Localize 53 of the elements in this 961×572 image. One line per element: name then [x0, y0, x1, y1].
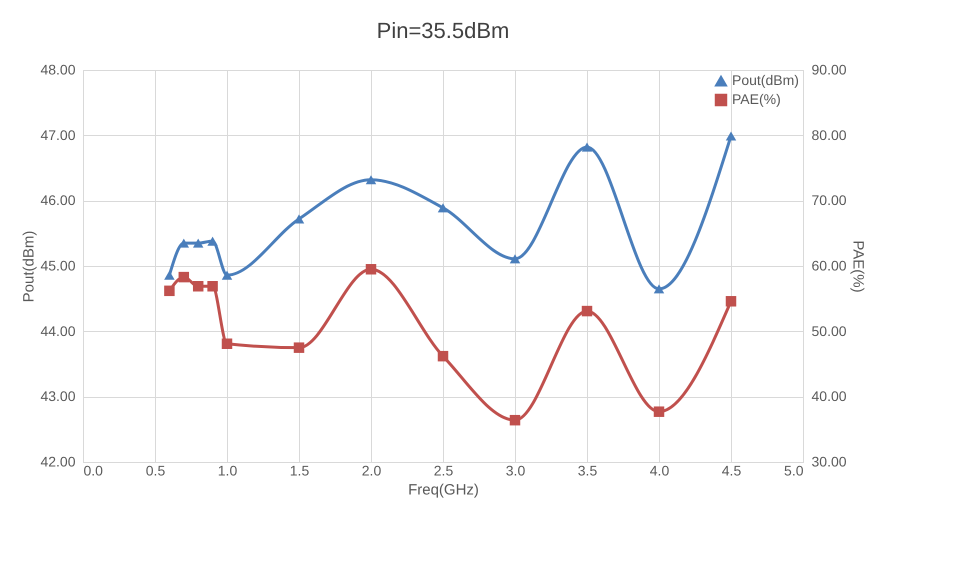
point	[222, 338, 232, 349]
point	[582, 306, 592, 316]
y-tick-label: 44.00	[40, 322, 76, 339]
x-axis-title: Freq(GHz)	[408, 482, 479, 498]
x-tick-label: 4.5	[722, 462, 742, 478]
x-tick-label: 2.5	[434, 462, 454, 478]
point	[192, 281, 204, 292]
x-tick-label: 0.0	[84, 462, 104, 478]
x-tick-label: 4.0	[650, 462, 670, 478]
x-tick-label: 3.5	[578, 462, 598, 478]
chart-title: Pin=35.5dBm	[376, 18, 510, 43]
y-tick-label: 48.00	[40, 62, 76, 78]
point	[654, 284, 664, 294]
point	[510, 254, 520, 264]
y2-tick-label: 50.00	[812, 322, 847, 339]
y2-axis-title: PAE(%)	[850, 240, 867, 293]
x-tick-label: 2.0	[362, 462, 382, 478]
point	[366, 175, 376, 184]
y-axis-title: Pout(dBm)	[20, 230, 38, 302]
point	[726, 131, 736, 141]
point	[178, 272, 190, 282]
y-tick-label: 46.00	[40, 192, 76, 208]
point	[222, 270, 232, 280]
y-tick-label: 43.00	[40, 388, 76, 404]
y2-tick-label: 70.00	[812, 192, 847, 208]
y2-tick-label: 90.00	[812, 62, 847, 78]
point	[438, 203, 448, 212]
point	[366, 264, 376, 275]
legend-label: Pout(dBm)	[732, 72, 799, 88]
point	[654, 406, 664, 417]
y-tick-label: 42.00	[40, 454, 76, 470]
point	[510, 414, 520, 426]
y-tick-label: 45.00	[40, 258, 76, 274]
legend-label: PAE(%)	[732, 91, 781, 107]
point	[207, 236, 218, 246]
point	[192, 238, 204, 248]
y-tick-label: 47.00	[40, 126, 76, 143]
point	[294, 342, 304, 353]
point	[164, 270, 175, 280]
x-tick-label: 0.5	[146, 462, 166, 478]
x-tick-label: 1.0	[218, 462, 238, 478]
point	[726, 296, 736, 307]
point	[582, 142, 592, 152]
x-tick-label: 3.0	[506, 462, 526, 478]
point	[207, 281, 218, 292]
y2-tick-label: 80.00	[812, 126, 847, 143]
point	[164, 286, 175, 296]
y2-tick-label: 60.00	[812, 258, 847, 274]
x-tick-label: 1.5	[290, 462, 310, 478]
point	[438, 350, 448, 362]
x-tick-label: 5.0	[784, 462, 804, 478]
y2-tick-label: 30.00	[812, 454, 847, 470]
y2-tick-label: 40.00	[812, 388, 847, 404]
